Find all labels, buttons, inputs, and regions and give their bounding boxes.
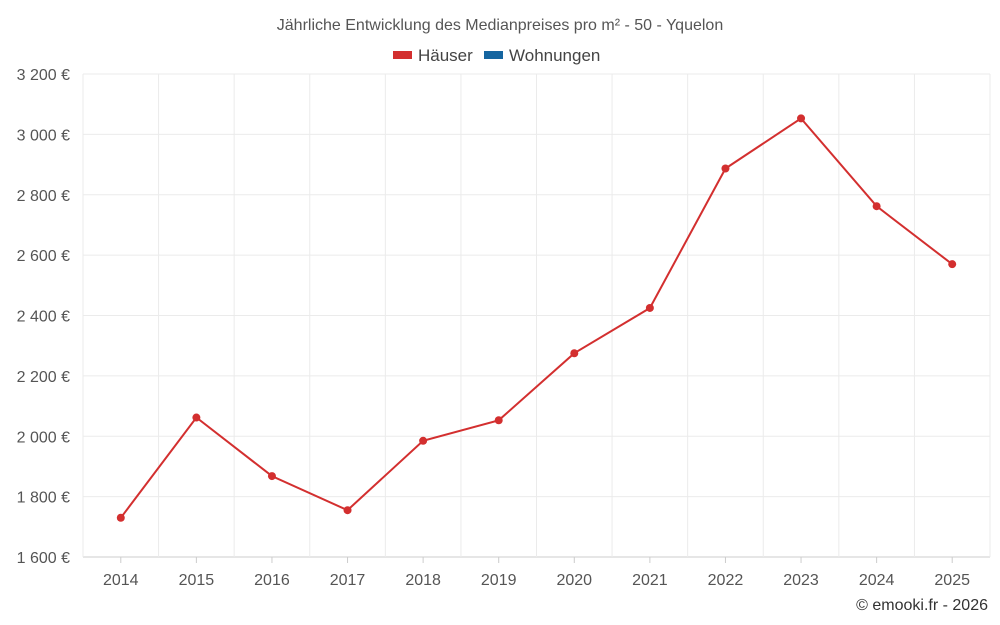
data-point[interactable] <box>645 303 654 312</box>
data-point[interactable] <box>721 164 730 173</box>
x-tick-label: 2016 <box>254 572 290 589</box>
x-tick-label: 2019 <box>481 572 517 589</box>
data-point[interactable] <box>948 260 957 269</box>
legend-label-haeuser[interactable]: Häuser <box>418 46 473 65</box>
grid <box>82 73 991 558</box>
x-axis-tick-labels: 2014 2015 2016 2017 2018 2019 2020 2021 2022 2023… <box>103 557 970 589</box>
x-tick-label: 2015 <box>179 572 215 589</box>
series-line-0 <box>120 117 953 519</box>
data-point[interactable] <box>872 202 881 211</box>
legend-label-wohnungen[interactable]: Wohnungen <box>509 46 600 65</box>
y-tick-label: 1 600 € <box>17 550 70 567</box>
credit-text: © emooki.fr - 2026 <box>856 597 988 614</box>
x-tick-label: 2018 <box>405 572 441 589</box>
chart-title: Jährliche Entwicklung des Medianpreises … <box>277 17 723 34</box>
y-tick-label: 3 000 € <box>17 127 70 144</box>
data-point[interactable] <box>570 349 579 358</box>
y-tick-label: 2 400 € <box>17 309 70 326</box>
x-tick-label: 2025 <box>934 572 970 589</box>
legend-swatch-haeuser <box>393 51 412 59</box>
data-point[interactable] <box>419 436 428 445</box>
data-point[interactable] <box>494 416 503 425</box>
y-tick-label: 1 800 € <box>17 490 70 507</box>
x-tick-label: 2020 <box>556 572 592 589</box>
series <box>116 114 957 522</box>
x-tick-label: 2021 <box>632 572 668 589</box>
data-point[interactable] <box>116 513 125 522</box>
legend[interactable]: Häuser Wohnungen <box>393 46 600 65</box>
y-tick-label: 3 200 € <box>17 67 70 84</box>
data-point[interactable] <box>797 114 806 123</box>
y-tick-label: 2 000 € <box>17 429 70 446</box>
x-tick-label: 2017 <box>330 572 366 589</box>
y-tick-label: 2 600 € <box>17 248 70 265</box>
y-tick-label: 2 200 € <box>17 369 70 386</box>
x-tick-label: 2014 <box>103 572 139 589</box>
legend-swatch-wohnungen <box>484 51 503 59</box>
y-tick-label: 2 800 € <box>17 188 70 205</box>
data-point[interactable] <box>192 413 201 422</box>
x-tick-label: 2024 <box>859 572 895 589</box>
y-axis-tick-labels: 1 600 € 1 800 € 2 000 € 2 200 € 2 400 € 2 600… <box>17 67 70 567</box>
data-point[interactable] <box>343 506 352 515</box>
x-tick-label: 2023 <box>783 572 819 589</box>
x-tick-label: 2022 <box>708 572 744 589</box>
data-point[interactable] <box>267 472 276 481</box>
